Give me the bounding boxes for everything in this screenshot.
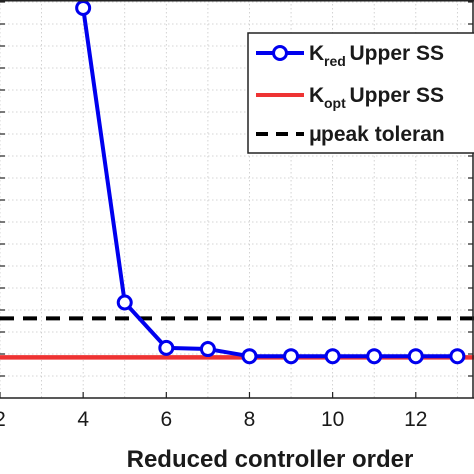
legend-label: K	[309, 42, 324, 65]
x-tick-label: 4	[77, 408, 89, 431]
x-tick-label: 12	[404, 408, 427, 431]
data-point	[283, 348, 300, 365]
x-tick-label: 10	[321, 408, 344, 431]
series-line	[81, 7, 458, 359]
data-point	[449, 348, 466, 365]
legend-marker	[272, 45, 288, 61]
data-point	[199, 341, 216, 358]
data-point	[158, 339, 175, 356]
data-point	[324, 348, 341, 365]
x-axis-title: Reduced controller order	[127, 446, 414, 473]
data-point	[366, 348, 383, 365]
legend-label-sub: opt	[324, 95, 346, 111]
legend-label-rest: peak toleran	[321, 123, 445, 146]
data-point	[75, 0, 92, 16]
data-point	[241, 348, 258, 365]
legend-label: K	[309, 84, 324, 107]
x-tick-label: 6	[160, 408, 172, 431]
legend-label-rest: Upper SS	[350, 42, 445, 65]
data-point	[407, 348, 424, 365]
series-0	[75, 0, 466, 365]
grid	[0, 0, 474, 398]
legend-item: μ peak toleran	[256, 123, 445, 146]
data-point	[116, 294, 133, 311]
legend-label: μ	[309, 123, 322, 146]
series-layer	[0, 0, 474, 365]
legend-label-rest: Upper SS	[350, 84, 445, 107]
axes: 2 4 6 8 10 12	[0, 0, 474, 431]
x-tick-label: 8	[244, 408, 256, 431]
x-tick-label: 2	[0, 408, 6, 431]
legend-label-sub: red	[324, 53, 346, 69]
